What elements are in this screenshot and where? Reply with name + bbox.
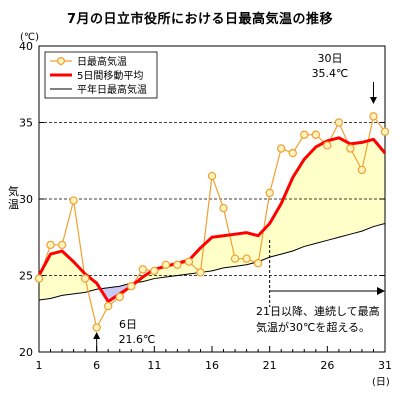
x-tick-label: 31 — [378, 359, 392, 372]
data-point — [346, 144, 355, 153]
data-point — [46, 240, 55, 250]
y-tick-label: 30 — [19, 193, 33, 206]
x-tick-label: 6 — [93, 359, 100, 372]
data-point — [369, 112, 378, 121]
fill-segment — [281, 177, 293, 255]
data-point — [92, 323, 101, 332]
data-point — [161, 260, 171, 269]
fill-segment — [327, 137, 339, 241]
data-point — [69, 196, 78, 205]
data-point — [115, 292, 124, 302]
fill-segment — [373, 139, 385, 227]
data-point — [357, 165, 367, 175]
data-point — [242, 254, 251, 263]
data-point — [230, 254, 240, 263]
x-tick-label: 26 — [320, 359, 334, 372]
data-point — [323, 141, 332, 150]
y-unit-label: (℃) — [20, 32, 39, 43]
fill-segment — [50, 251, 63, 299]
data-point — [300, 130, 309, 139]
y-axis-label: 温 — [8, 198, 19, 211]
annotation-day30-arrow-head — [369, 97, 377, 104]
data-point — [184, 257, 194, 266]
fill-segment — [212, 235, 224, 271]
data-point — [196, 268, 205, 277]
data-point — [311, 130, 320, 139]
data-point — [173, 260, 182, 269]
annotation-day30-date: 30日 — [318, 52, 343, 65]
fill-layer — [39, 137, 385, 302]
data-point — [265, 188, 274, 198]
fill-segment — [304, 146, 316, 247]
legend-marker-daily-max — [56, 56, 65, 65]
fill-segment — [39, 254, 51, 300]
data-point — [219, 203, 228, 213]
fill-segment — [292, 159, 305, 252]
data-point — [277, 144, 286, 153]
x-tick-label: 1 — [36, 359, 43, 372]
series-line-moving-average — [37, 136, 387, 304]
fill-segment — [350, 142, 362, 235]
fill-segment — [108, 286, 120, 302]
annotation-day6-arrow-head — [93, 332, 101, 339]
fill-segment — [315, 140, 328, 244]
y-tick-label: 20 — [19, 346, 33, 359]
data-point — [57, 240, 67, 250]
data-point — [334, 118, 344, 127]
data-point — [103, 301, 113, 311]
y-tick-label: 40 — [19, 40, 33, 53]
annotation-day21-arrow-head — [377, 287, 385, 295]
annotation-day21-text-line1: 21日以降、連続して最高 — [256, 304, 380, 318]
series-line-normal — [38, 222, 386, 301]
markers-layer — [34, 112, 390, 332]
y-axis-label: 気 — [8, 184, 19, 198]
y-tick-label: 35 — [19, 117, 33, 130]
y-tick-label: 25 — [19, 270, 33, 283]
x-tick-label: 21 — [263, 359, 277, 372]
fill-segment — [73, 261, 86, 294]
data-point — [138, 265, 147, 274]
annotation-day21-text-line2: 気温が30℃を超える。 — [256, 320, 370, 334]
fill-segment — [361, 139, 374, 232]
legend-label-daily-max: 日最高気温 — [77, 55, 127, 68]
fill-segment — [188, 247, 201, 274]
legend-label-normal: 平年日最高気温 — [77, 83, 147, 96]
legend-label-moving-average: 5日間移動平均 — [77, 69, 143, 82]
grid-layer — [39, 122, 385, 276]
x-tick-label: 16 — [205, 359, 219, 372]
fill-segment — [338, 137, 351, 238]
annotation-day6-date: 6日 — [119, 318, 137, 331]
data-point — [253, 259, 263, 268]
annotation-day30-temp: 35.4℃ — [312, 67, 349, 80]
data-point — [127, 282, 136, 291]
x-unit-label: (日) — [372, 377, 390, 388]
data-point — [34, 274, 44, 283]
fill-segment — [269, 203, 282, 258]
data-point — [288, 148, 297, 158]
x-tick-label: 11 — [147, 359, 161, 372]
fill-segment — [62, 251, 74, 296]
data-point — [80, 274, 90, 283]
chart-title: 7月の日立市役所における日最高気温の推移 — [66, 12, 334, 27]
data-point — [207, 171, 217, 181]
data-point — [380, 127, 390, 136]
data-point — [150, 266, 159, 276]
annotation-day6-temp: 21.6℃ — [119, 333, 156, 346]
